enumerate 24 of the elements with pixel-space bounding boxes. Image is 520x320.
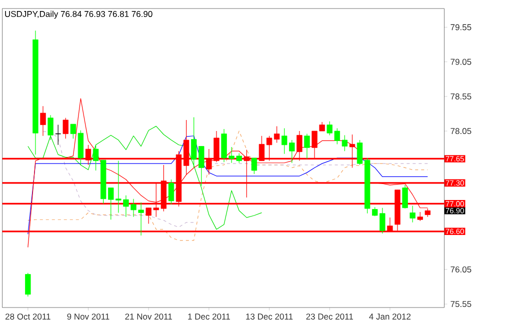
- candlestick: [304, 134, 310, 160]
- candlestick: [274, 126, 280, 144]
- candlestick: [48, 114, 54, 140]
- candlestick: [168, 179, 174, 205]
- x-tick-label: 21 Nov 2011: [125, 314, 172, 320]
- x-tick-label: 1 Dec 2011: [188, 314, 230, 320]
- chart-title: USDJPY,Daily 76.84 76.93 76.81 76.90: [5, 10, 152, 19]
- candlestick: [410, 205, 416, 223]
- candlestick: [251, 158, 258, 174]
- y-tick-label: 76.05: [450, 266, 472, 272]
- x-tick-label: 9 Nov 2011: [67, 314, 110, 320]
- x-tick-label: 13 Dec 2011: [246, 314, 293, 320]
- y-tick-label: 75.55: [450, 301, 472, 308]
- x-tick-label: 4 Jan 2012: [369, 314, 411, 320]
- candlestick: [40, 106, 46, 136]
- x-tick-label: 23 Dec 2011: [306, 314, 353, 320]
- y-tick-label: 79.05: [450, 58, 472, 65]
- x-tick-label: 28 Oct 2011: [6, 314, 50, 320]
- y-tick-label: 78.05: [450, 128, 472, 134]
- candlestick: [402, 184, 408, 209]
- candlestick: [25, 272, 31, 297]
- candlestick: [62, 118, 68, 139]
- y-tick-label: 79.55: [450, 24, 472, 30]
- y-tick-label: 78.55: [450, 93, 472, 100]
